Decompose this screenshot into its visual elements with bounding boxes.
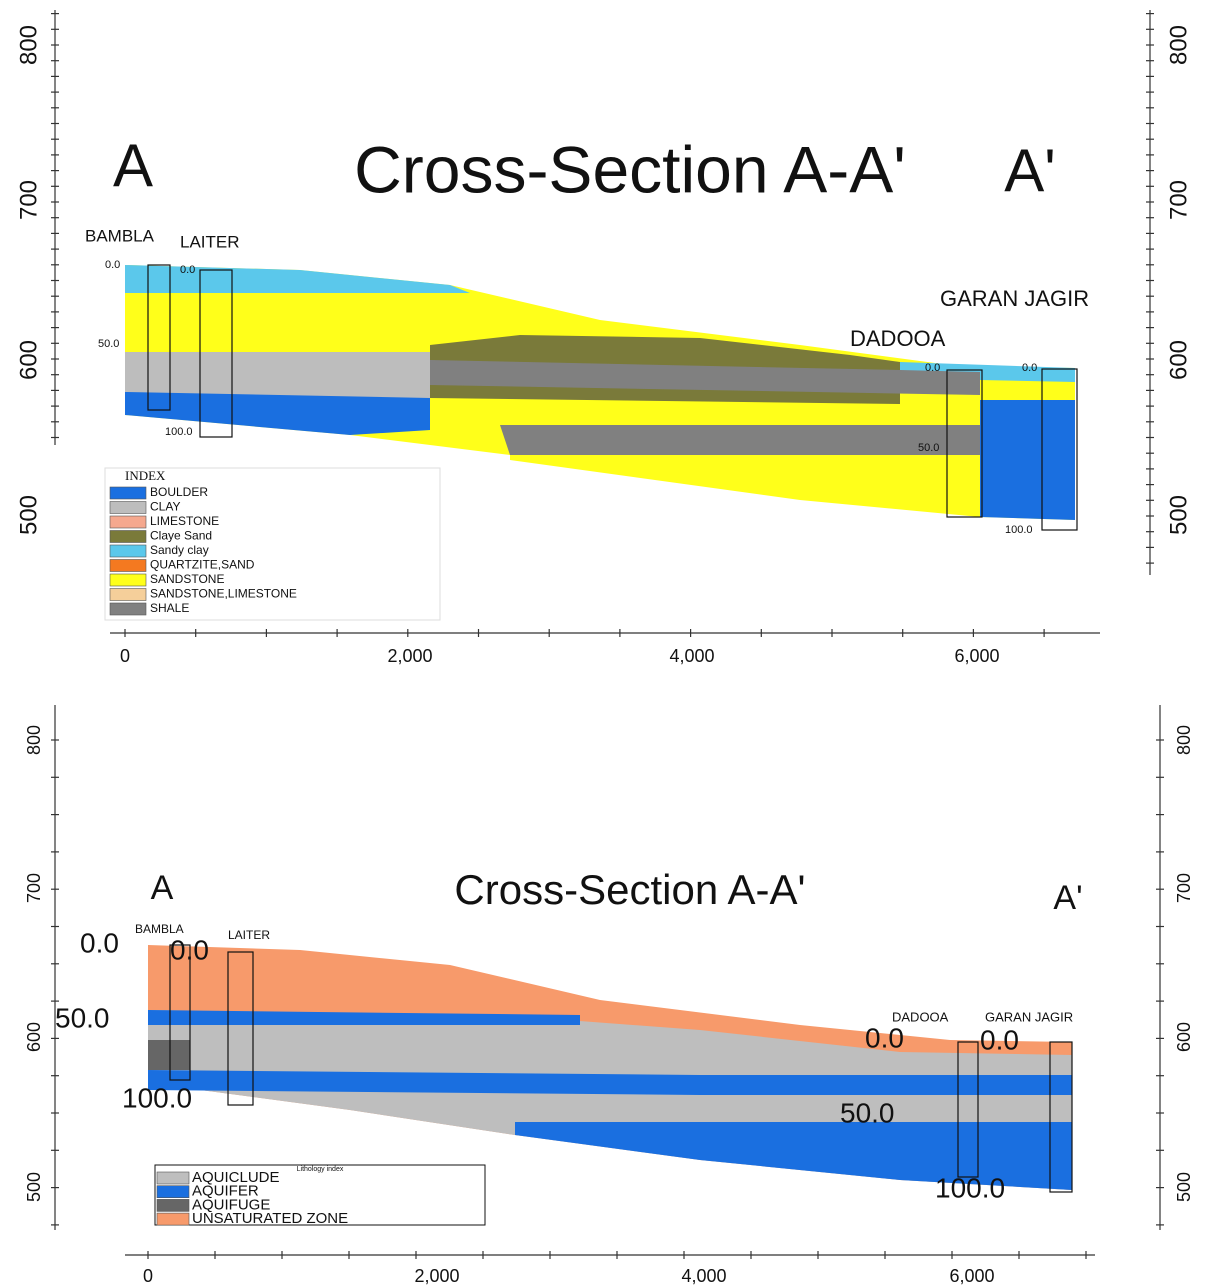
depth-label: 100.0 <box>165 426 193 438</box>
x-tick-label: 0 <box>143 1266 153 1286</box>
y-tick-label: 700 <box>1165 180 1192 220</box>
y-tick-label: 800 <box>24 725 44 755</box>
legend-swatch <box>110 560 146 572</box>
depth-label: 50.0 <box>918 442 939 454</box>
section-bottom <box>148 945 1072 1192</box>
section-marker: A <box>151 869 174 907</box>
depth-label: 100.0 <box>935 1172 1005 1203</box>
y-tick-label: 700 <box>24 873 44 903</box>
legend-label: QUARTZITE,SAND <box>150 558 255 572</box>
section-marker: A' <box>1004 137 1055 204</box>
depth-label: 100.0 <box>122 1082 192 1113</box>
legend-label: BOULDER <box>150 485 208 499</box>
legend-label: Claye Sand <box>150 529 212 543</box>
y-tick-label: 700 <box>15 180 42 220</box>
legend-title: INDEX <box>125 468 166 483</box>
y-tick-label: 700 <box>1174 873 1194 903</box>
page: 800 800 700 700 600 600 500 500 0 2,000 4,000 6,000… <box>0 0 1208 1287</box>
well-label: GARAN JAGIR <box>940 286 1089 311</box>
depth-label: 0.0 <box>865 1022 904 1053</box>
x-tick-label: 2,000 <box>387 646 432 666</box>
well-label: DADOOA <box>850 326 946 351</box>
depth-label: 50.0 <box>55 1002 110 1033</box>
legend-swatch <box>110 574 146 586</box>
legend-label: SANDSTONE,LIMESTONE <box>150 587 297 601</box>
y-tick-label: 800 <box>1174 725 1194 755</box>
y-tick-label: 600 <box>1174 1022 1194 1052</box>
well-label: BAMBLA <box>85 226 155 245</box>
legend-swatch <box>110 545 146 557</box>
legend-swatch <box>157 1186 189 1198</box>
title: Cross-Section A-A' <box>454 866 805 913</box>
section-marker: A' <box>1053 879 1082 917</box>
y-tick-label: 500 <box>1165 495 1192 535</box>
legend-swatch <box>157 1172 189 1184</box>
well-label: LAITER <box>228 928 270 942</box>
legend-swatch <box>110 531 146 543</box>
legend-swatch <box>110 516 146 528</box>
legend-label: LIMESTONE <box>150 514 219 528</box>
depth-label: 0.0 <box>1022 362 1037 374</box>
x-tick-label: 0 <box>120 646 130 666</box>
depth-label: 50.0 <box>840 1097 895 1128</box>
legend-label: SANDSTONE <box>150 572 224 586</box>
legend-swatch <box>110 603 146 615</box>
legend-label: Sandy clay <box>150 543 209 557</box>
y-tick-label: 800 <box>15 25 42 65</box>
legend-title: Lithology index <box>297 1166 344 1173</box>
y-tick-label: 600 <box>1165 340 1192 380</box>
figure: 800 800 700 700 600 600 500 500 0 2,000 4,000 6,000… <box>0 0 1208 1287</box>
legend-swatch <box>157 1199 189 1211</box>
legend-label: CLAY <box>150 500 180 514</box>
depth-label: 100.0 <box>1005 524 1033 536</box>
legend-swatch <box>157 1213 189 1225</box>
y-tick-label: 800 <box>1165 25 1192 65</box>
depth-label: 0.0 <box>180 264 195 276</box>
depth-label: 0.0 <box>925 362 940 374</box>
legend-swatch <box>110 487 146 499</box>
y-tick-label: 500 <box>15 495 42 535</box>
x-tick-label: 2,000 <box>414 1266 459 1286</box>
x-tick-label: 4,000 <box>669 646 714 666</box>
well-label: LAITER <box>180 232 240 251</box>
depth-label: 0.0 <box>105 259 120 271</box>
depth-label: 0.0 <box>980 1024 1019 1055</box>
section-marker: A <box>113 132 153 199</box>
depth-label: 0.0 <box>80 927 119 958</box>
legend-swatch <box>110 502 146 514</box>
depth-label: 50.0 <box>98 338 119 350</box>
y-tick-label: 500 <box>1174 1172 1194 1202</box>
y-tick-label: 600 <box>15 340 42 380</box>
x-tick-label: 6,000 <box>949 1266 994 1286</box>
y-tick-label: 600 <box>24 1022 44 1052</box>
legend-swatch <box>110 589 146 601</box>
y-tick-label: 500 <box>24 1172 44 1202</box>
well-label: GARAN JAGIR <box>985 1009 1073 1024</box>
depth-label: 0.0 <box>170 934 209 965</box>
title: Cross-Section A-A' <box>354 132 906 206</box>
legend-label: UNSATURATED ZONE <box>192 1210 348 1227</box>
x-tick-label: 6,000 <box>954 646 999 666</box>
x-tick-label: 4,000 <box>681 1266 726 1286</box>
legend-label: SHALE <box>150 601 189 615</box>
